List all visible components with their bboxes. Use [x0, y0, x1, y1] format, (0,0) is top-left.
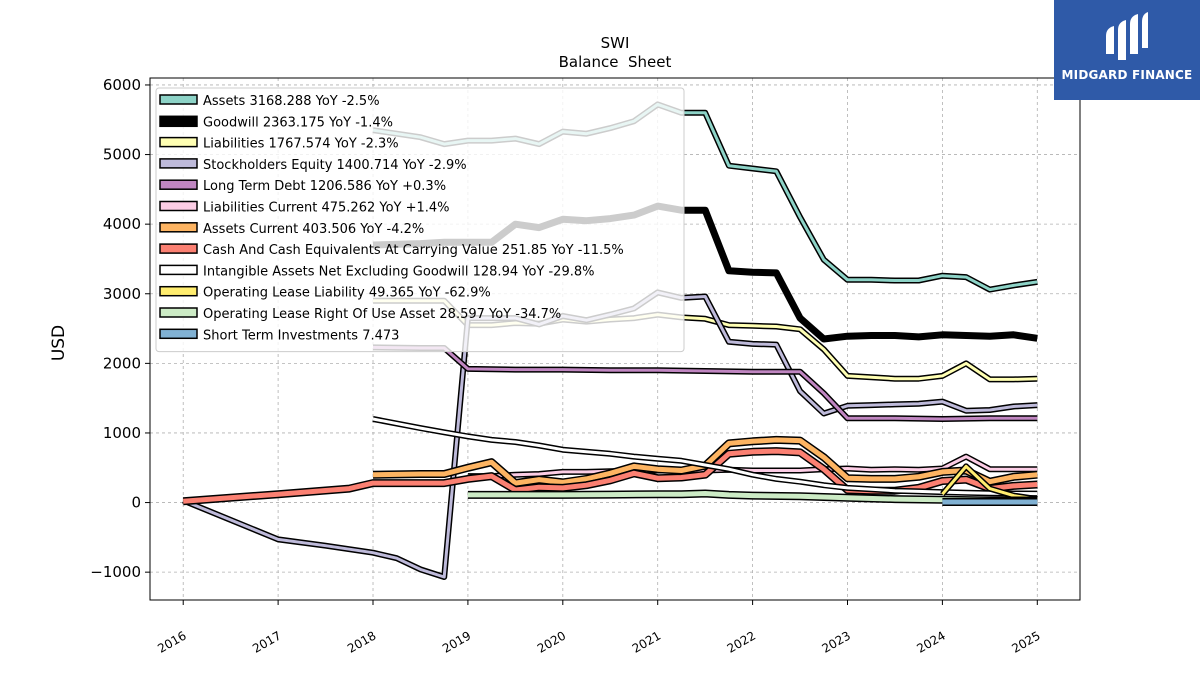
legend-swatch [159, 115, 198, 128]
series-line-4 [372, 344, 1038, 422]
series-stroke [372, 437, 1038, 486]
x-tick-label: 2020 [535, 628, 568, 655]
legend-label: Operating Lease Right Of Use Asset 28.59… [203, 307, 561, 322]
x-tick-label: 2025 [1009, 628, 1042, 655]
legend-swatch [159, 264, 198, 276]
chart-title: SWI [601, 34, 630, 52]
legend-swatch [159, 158, 198, 169]
legend: Assets 3168.288 YoY -2.5% Goodwill 2363.1… [155, 87, 685, 353]
series-stroke [467, 491, 1038, 503]
x-tick-label: 2016 [155, 628, 188, 655]
brand-name: MIDGARD FINANCE [1061, 68, 1193, 82]
midgard-finance-logo: MIDGARD FINANCE [1054, 0, 1200, 100]
series-line-8 [372, 416, 1038, 497]
legend-label: Intangible Assets Net Excluding Goodwill… [203, 264, 594, 279]
x-tick-label: 2021 [630, 628, 663, 655]
plot-frame [149, 77, 1081, 601]
legend-swatch [159, 285, 198, 297]
series-stroke [183, 448, 1038, 504]
legend-label: Assets 3168.288 YoY -2.5% [203, 94, 380, 109]
x-tick-label: 2024 [914, 628, 947, 655]
x-tick-label: 2019 [440, 628, 473, 655]
legend-swatch [159, 243, 198, 254]
legend-swatch [159, 328, 198, 340]
midgard-logo-icon [1106, 12, 1148, 60]
series-line-6 [372, 435, 1038, 488]
legend-swatch [159, 307, 198, 318]
y-tick-label: 6000 [103, 76, 141, 94]
series-stroke [372, 345, 1038, 421]
y-tick-label: −1000 [90, 563, 141, 581]
legend-swatch [159, 179, 198, 190]
legend-label: Short Term Investments 7.473 [203, 328, 399, 343]
legend-swatch [159, 136, 198, 148]
legend-swatch [159, 200, 198, 212]
chart-subtitle: Balance Sheet [559, 53, 672, 71]
legend-label: Cash And Cash Equivalents At Carrying Va… [203, 243, 624, 258]
y-tick-label: 0 [131, 494, 141, 512]
x-tick-label: 2018 [345, 628, 378, 655]
x-tick-label: 2022 [725, 628, 758, 655]
legend-swatch [159, 94, 198, 105]
legend-label: Liabilities Current 475.262 YoY +1.4% [203, 201, 450, 216]
y-tick-label: 4000 [103, 215, 141, 233]
series-stroke [372, 417, 1038, 496]
legend-label: Goodwill 2363.175 YoY -1.4% [203, 115, 393, 130]
series-line-10 [467, 489, 1038, 505]
y-tick-label: 1000 [103, 424, 141, 442]
legend-swatch [159, 222, 198, 233]
legend-label: Liabilities 1767.574 YoY -2.3% [203, 137, 399, 152]
x-tick-label: 2023 [820, 628, 853, 655]
series-outline [372, 344, 1038, 422]
legend-label: Assets Current 403.506 YoY -4.2% [203, 222, 424, 237]
legend-box [155, 87, 685, 353]
legend-label: Long Term Debt 1206.586 YoY +0.3% [203, 179, 446, 194]
y-tick-label: 3000 [103, 285, 141, 303]
legend-label: Stockholders Equity 1400.714 YoY -2.9% [203, 158, 467, 173]
legend-label: Operating Lease Liability 49.365 YoY -62… [203, 286, 491, 301]
y-tick-label: 2000 [103, 354, 141, 372]
y-tick-label: 5000 [103, 146, 141, 164]
y-axis-label: USD [49, 325, 69, 361]
series-line-7 [182, 447, 1038, 506]
x-tick-label: 2017 [250, 628, 283, 655]
